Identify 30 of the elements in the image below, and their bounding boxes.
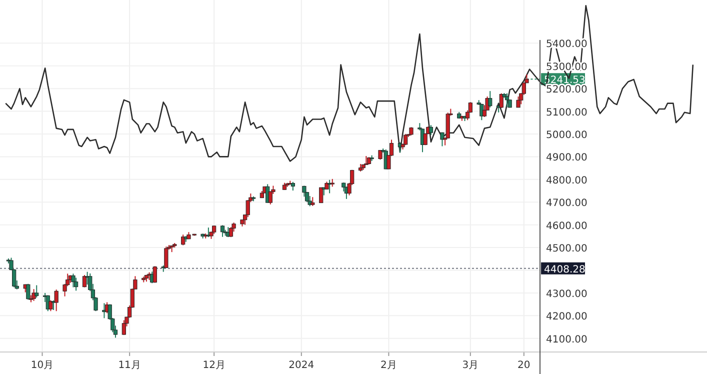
y-tick-label: 4500.00 (546, 244, 588, 255)
x-tick-label: 2024 (288, 360, 314, 371)
candlestick (122, 320, 126, 336)
x-tick-label: 20 (518, 360, 530, 371)
y-tick-label: 5100.00 (546, 107, 588, 118)
x-tick-label: 10月 (30, 360, 54, 371)
y-tick-label: 5200.00 (546, 84, 588, 96)
annotation: 5241.53 (544, 75, 586, 86)
candlestick (308, 195, 312, 207)
x-tick-label: 3月 (462, 360, 479, 371)
y-tick-label: 5000.00 (546, 130, 588, 141)
candlestick (152, 266, 157, 284)
x-tick-label: 11月 (118, 360, 141, 371)
x-tick-label: 12月 (202, 360, 226, 371)
candlestick (164, 246, 168, 268)
candlestick (48, 300, 53, 312)
y-tick-label: 4800.00 (546, 175, 588, 186)
y-tick-label: 4300.00 (546, 288, 588, 300)
x-tick-label: 2月 (380, 360, 397, 371)
y-tick-label: 4200.00 (546, 312, 588, 323)
candlestick (488, 90, 492, 108)
y-tick-label: 4900.00 (546, 152, 588, 164)
y-tick-label: 4700.00 (546, 198, 588, 210)
candlestick (516, 96, 520, 108)
y-tick-label: 4600.00 (546, 220, 588, 232)
ref-line-label: 4408.28 (544, 264, 586, 276)
candlestick (74, 277, 78, 292)
candlestick (34, 284, 39, 298)
line-series (4, 5, 694, 162)
y-tick-label: 4100.00 (546, 334, 588, 346)
